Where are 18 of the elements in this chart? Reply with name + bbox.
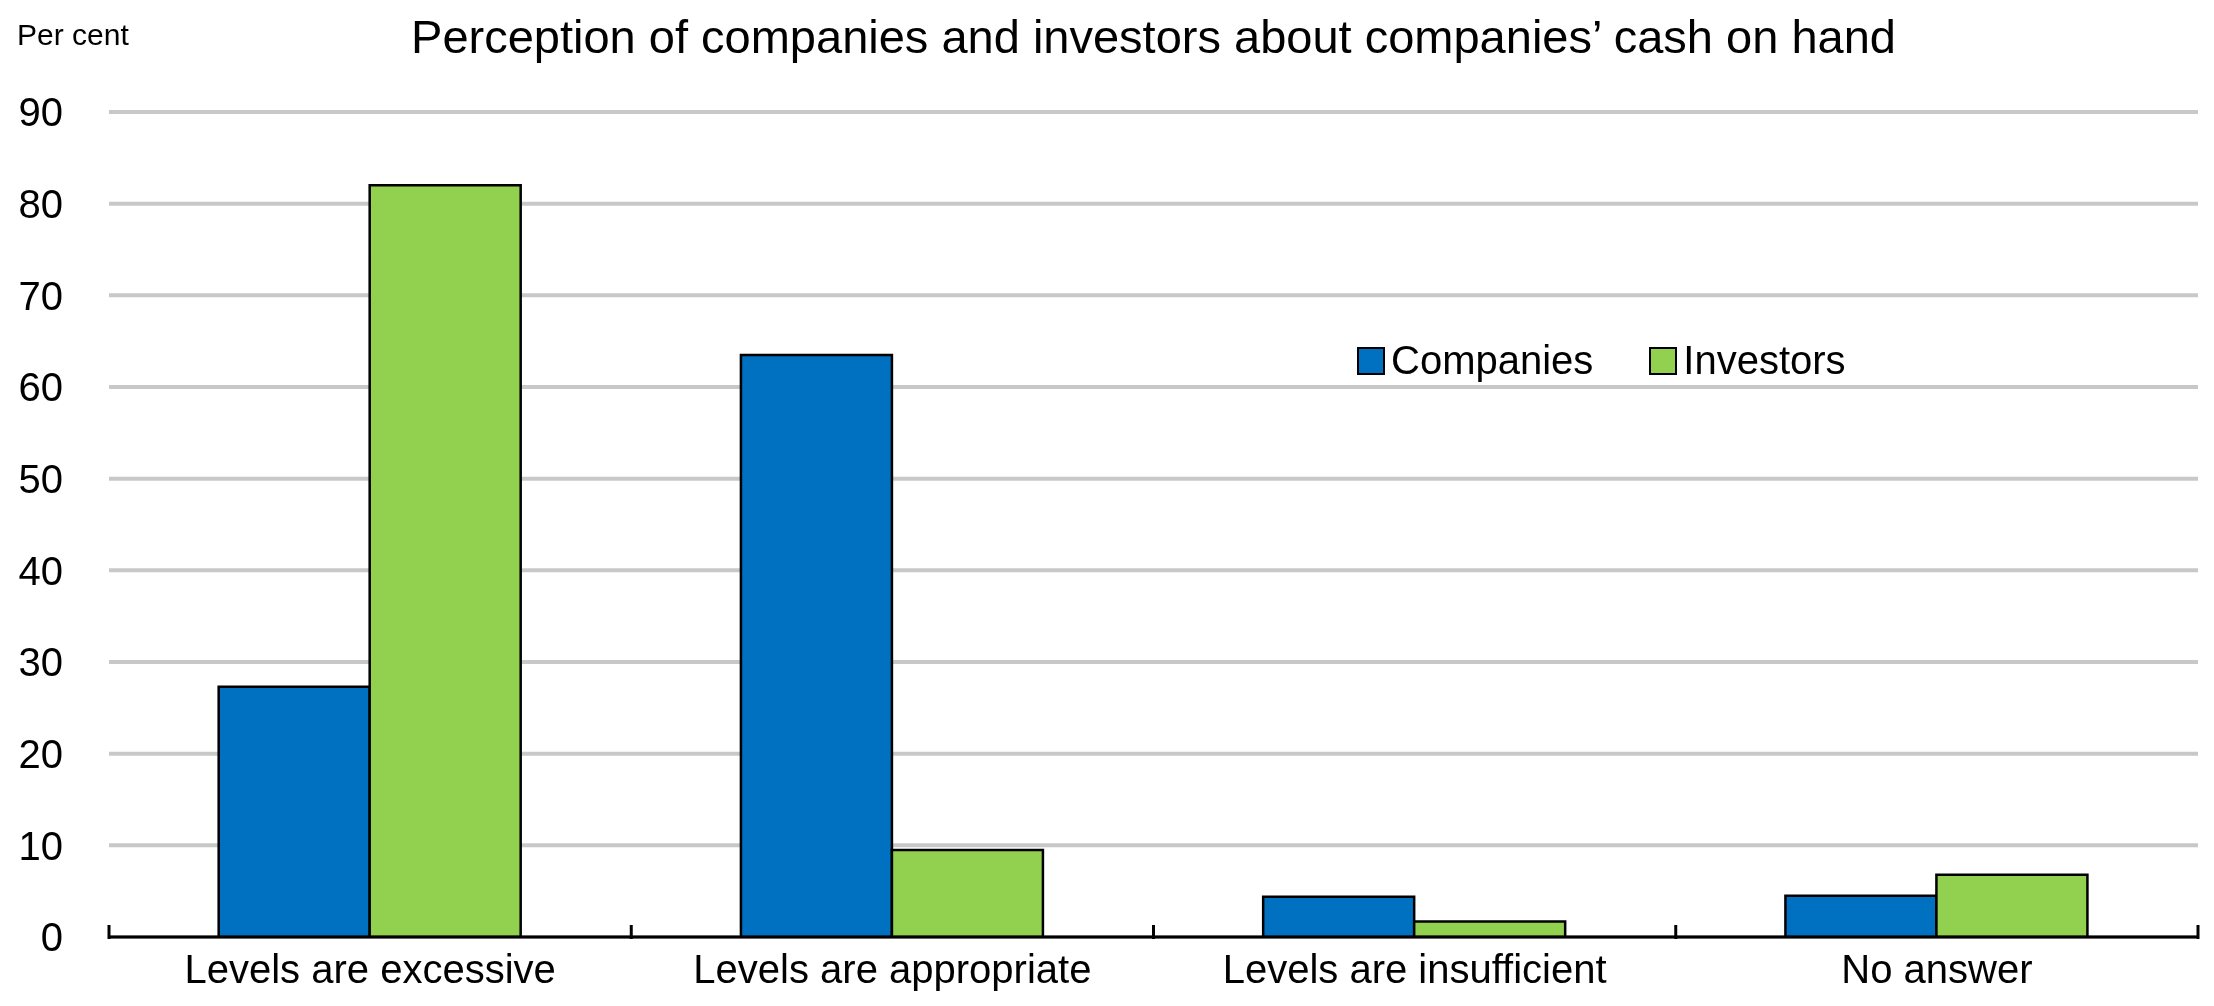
y-tick-label: 70 [18,273,63,318]
y-axis-title: Per cent [17,17,129,53]
legend-label: Investors [1683,338,1846,383]
x-tick-label: No answer [1841,947,2033,991]
y-tick-label: 40 [18,548,63,593]
y-tick-label: 10 [18,823,63,868]
y-tick-label: 20 [18,731,63,776]
y-tick-label: 80 [18,181,63,226]
x-tick-label: Levels are appropriate [693,947,1092,991]
y-tick-label: 60 [18,365,63,410]
x-tick-label: Levels are insufficient [1222,947,1607,991]
chart-title: Perception of companies and investors about companies’ cash on hand [411,10,1896,63]
y-tick-label: 90 [18,90,63,135]
y-tick-label: 0 [40,915,63,960]
x-tick-label: Levels are excessive [184,947,556,991]
legend-label: Companies [1391,338,1594,383]
y-tick-label: 50 [18,456,63,501]
y-tick-label: 30 [18,640,63,685]
